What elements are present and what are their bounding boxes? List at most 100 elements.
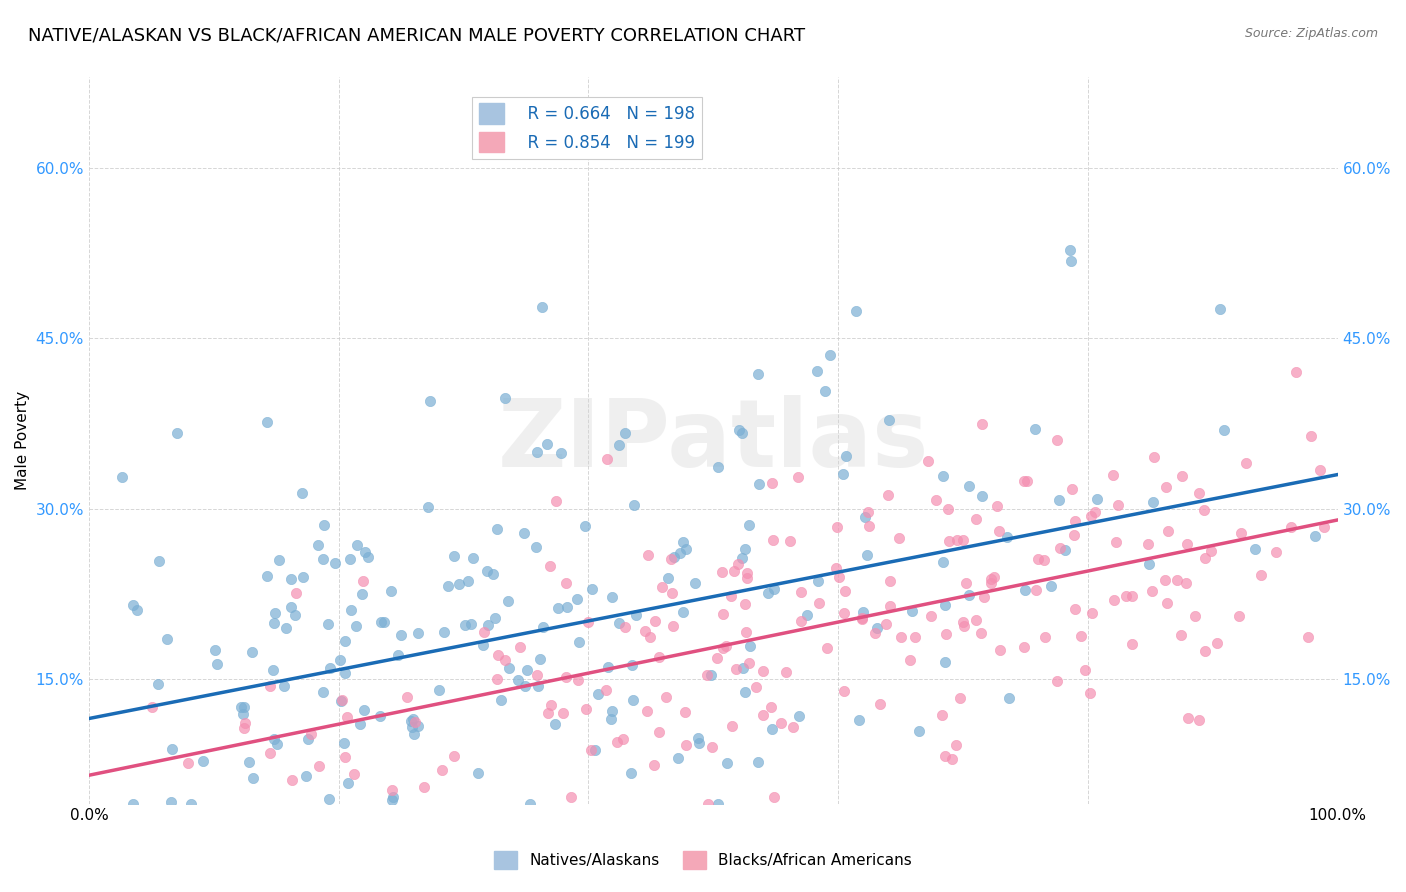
Point xyxy=(406,719,429,733)
Point xyxy=(747,755,769,769)
Point xyxy=(352,574,374,588)
Point xyxy=(1024,422,1046,436)
Point xyxy=(727,557,749,571)
Point xyxy=(477,564,499,578)
Point xyxy=(204,643,226,657)
Point xyxy=(527,679,550,693)
Point xyxy=(621,693,644,707)
Point xyxy=(1137,537,1160,551)
Point xyxy=(787,709,810,723)
Point xyxy=(796,608,818,623)
Point xyxy=(256,416,278,430)
Point xyxy=(443,749,465,764)
Point xyxy=(531,300,554,314)
Point xyxy=(430,763,453,777)
Point xyxy=(661,586,683,600)
Point xyxy=(368,709,391,723)
Point xyxy=(1137,558,1160,572)
Point xyxy=(579,743,602,757)
Point xyxy=(323,556,346,570)
Point xyxy=(932,555,955,569)
Point xyxy=(1121,589,1143,603)
Point xyxy=(731,550,754,565)
Point xyxy=(380,583,402,598)
Point xyxy=(280,572,302,586)
Point xyxy=(291,486,314,500)
Point xyxy=(596,660,619,674)
Point xyxy=(688,731,710,745)
Point xyxy=(1060,482,1083,496)
Point xyxy=(970,489,993,503)
Point xyxy=(965,613,987,627)
Point xyxy=(519,797,541,811)
Point xyxy=(877,488,900,502)
Point xyxy=(121,797,143,811)
Point xyxy=(1081,606,1104,620)
Point xyxy=(180,797,202,811)
Point xyxy=(735,566,758,581)
Point xyxy=(1017,474,1039,488)
Point xyxy=(856,548,879,562)
Point xyxy=(1140,584,1163,599)
Point xyxy=(330,693,353,707)
Point xyxy=(1264,545,1286,559)
Point xyxy=(1105,534,1128,549)
Point xyxy=(953,619,976,633)
Point xyxy=(1188,713,1211,727)
Point xyxy=(1084,504,1107,518)
Point xyxy=(471,638,494,652)
Point xyxy=(316,616,339,631)
Point xyxy=(745,680,768,694)
Point xyxy=(613,425,636,440)
Point xyxy=(787,470,810,484)
Point xyxy=(312,517,335,532)
Point xyxy=(685,576,707,591)
Point xyxy=(538,559,561,574)
Point xyxy=(995,530,1018,544)
Point xyxy=(551,706,574,721)
Point xyxy=(738,517,761,532)
Point xyxy=(233,700,256,714)
Point xyxy=(554,575,576,590)
Point xyxy=(934,598,956,612)
Point xyxy=(349,717,371,731)
Point xyxy=(1040,579,1063,593)
Point xyxy=(482,567,505,582)
Point xyxy=(858,505,880,519)
Point xyxy=(536,706,558,721)
Point xyxy=(651,580,673,594)
Point xyxy=(1032,553,1054,567)
Point xyxy=(353,703,375,717)
Point xyxy=(624,608,647,623)
Point xyxy=(988,643,1011,657)
Point xyxy=(1166,574,1188,588)
Point xyxy=(233,721,256,735)
Point xyxy=(1174,575,1197,590)
Point xyxy=(233,715,256,730)
Point xyxy=(945,738,967,752)
Point xyxy=(1227,609,1250,624)
Point xyxy=(987,524,1010,539)
Point xyxy=(111,470,134,484)
Point xyxy=(1184,609,1206,624)
Point xyxy=(1060,254,1083,268)
Point xyxy=(419,394,441,409)
Point xyxy=(1229,525,1251,540)
Point xyxy=(353,545,375,559)
Point xyxy=(877,413,900,427)
Point xyxy=(1281,520,1303,534)
Point xyxy=(648,649,671,664)
Point xyxy=(998,690,1021,705)
Point xyxy=(983,570,1005,584)
Point xyxy=(273,679,295,693)
Point xyxy=(756,586,779,600)
Point xyxy=(346,538,368,552)
Point xyxy=(1250,568,1272,582)
Point xyxy=(513,679,536,693)
Point xyxy=(636,705,658,719)
Point xyxy=(1047,492,1070,507)
Point xyxy=(853,509,876,524)
Point xyxy=(515,663,537,677)
Point xyxy=(675,542,697,557)
Point xyxy=(280,772,302,787)
